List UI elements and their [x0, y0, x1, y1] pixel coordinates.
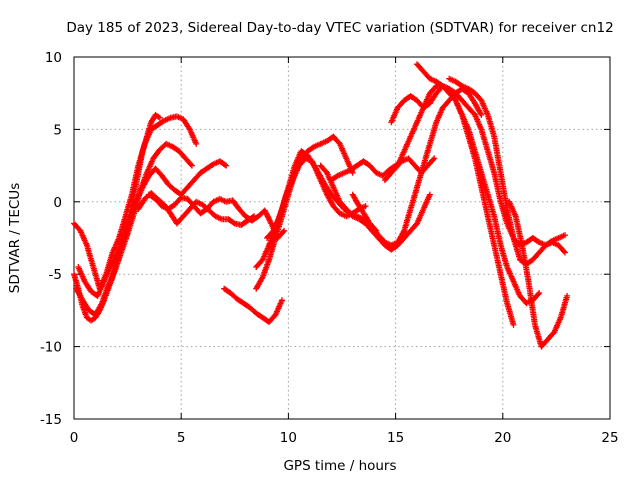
y-tick-label: -15: [40, 412, 62, 428]
y-tick-label: 0: [53, 195, 62, 211]
y-ticks: -15 -10 -5 0 5 10: [40, 50, 610, 428]
chart-title: Day 185 of 2023, Sidereal Day-to-day VTE…: [66, 20, 613, 36]
x-axis-label: GPS time / hours: [283, 458, 396, 474]
x-ticks: 0 5 10 15 20 25: [70, 57, 619, 446]
y-tick-label: -5: [49, 267, 62, 283]
x-tick-label: 20: [494, 430, 511, 446]
y-tick-label: -10: [40, 340, 62, 356]
data-point-marks: [135, 190, 258, 228]
series-track-16: [414, 61, 568, 249]
y-tick-label: 5: [53, 122, 62, 138]
data-series: [71, 61, 571, 350]
plot-frame: [73, 56, 611, 420]
y-tick-label: 10: [45, 50, 62, 66]
data-point-marks: [414, 61, 568, 249]
series-track-18: [506, 198, 571, 350]
data-point-marks: [446, 75, 568, 268]
grid: [74, 57, 610, 419]
x-tick-label: 0: [70, 430, 79, 446]
data-point-marks: [349, 85, 485, 249]
x-tick-label: 25: [601, 430, 618, 446]
series-track-17: [446, 75, 568, 268]
series-track-4: [75, 158, 230, 299]
x-tick-label: 5: [177, 430, 186, 446]
series-track-7: [221, 285, 285, 325]
data-point-marks: [388, 83, 517, 328]
data-point-marks: [75, 158, 230, 299]
series-track-15: [388, 83, 517, 328]
x-tick-label: 10: [280, 430, 297, 446]
data-point-marks: [506, 198, 571, 350]
y-axis-label: SDTVAR / TECUs: [7, 183, 23, 293]
data-point-marks: [221, 285, 285, 325]
x-tick-label: 15: [387, 430, 404, 446]
series-track-2: [71, 111, 163, 324]
series-track-6: [135, 190, 258, 228]
data-point-marks: [71, 111, 163, 324]
series-track-13: [349, 85, 485, 249]
